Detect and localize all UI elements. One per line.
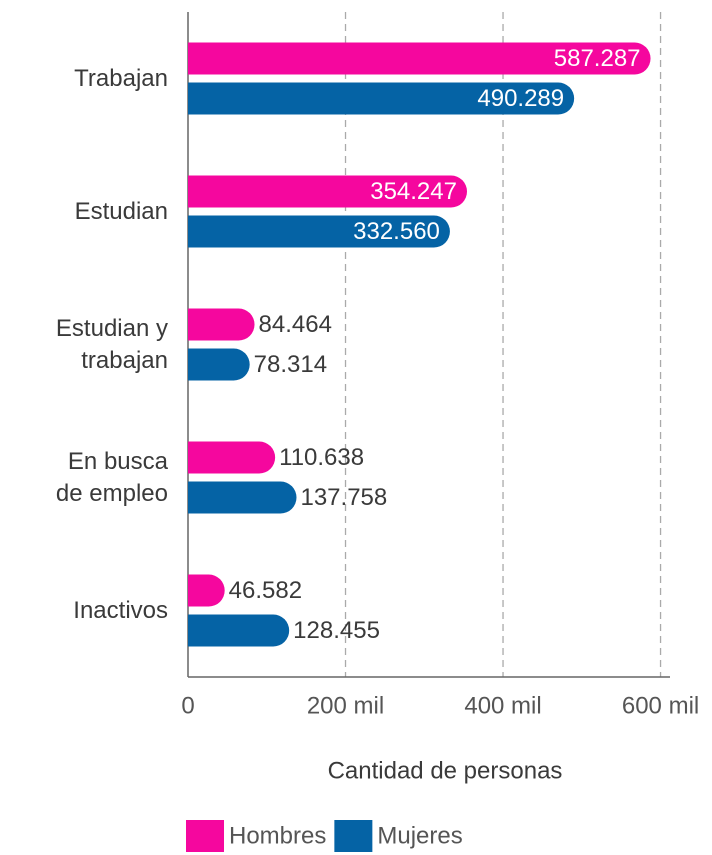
x-tick-label: 200 mil bbox=[307, 692, 384, 719]
data-label: 84.464 bbox=[259, 311, 332, 338]
bar bbox=[188, 481, 297, 514]
data-label: 490.289 bbox=[477, 85, 564, 112]
bar bbox=[188, 308, 255, 341]
data-label: 110.638 bbox=[279, 444, 364, 471]
bar bbox=[188, 441, 276, 474]
bar bbox=[188, 348, 250, 381]
data-label: 78.314 bbox=[254, 351, 327, 378]
bar bbox=[188, 614, 290, 647]
y-tick-label: En busca de empleo bbox=[55, 447, 168, 507]
legend-swatch bbox=[186, 820, 224, 852]
data-label: 332.560 bbox=[353, 218, 440, 245]
y-tick-label: Inactivos bbox=[73, 596, 168, 624]
bar bbox=[188, 42, 651, 75]
data-label: 354.247 bbox=[370, 178, 457, 205]
data-label: 128.455 bbox=[293, 617, 380, 644]
legend-label: Mujeres bbox=[377, 822, 462, 849]
legend-label: Hombres bbox=[229, 822, 326, 849]
x-axis-title: Cantidad de personas bbox=[328, 757, 563, 784]
bar bbox=[188, 82, 575, 115]
x-tick-label: 0 bbox=[181, 692, 194, 719]
y-tick-label: Estudian y trabajan bbox=[55, 314, 168, 374]
x-tick-label: 400 mil bbox=[464, 692, 541, 719]
y-tick-label: Estudian bbox=[74, 197, 168, 225]
y-tick-label: Trabajan bbox=[74, 64, 168, 92]
x-tick-label: 600 mil bbox=[622, 692, 699, 719]
legend-swatch bbox=[334, 820, 373, 852]
data-label: 137.758 bbox=[300, 484, 387, 511]
data-label: 46.582 bbox=[229, 577, 302, 604]
bar bbox=[188, 574, 225, 607]
bar bbox=[188, 175, 467, 208]
bar bbox=[188, 215, 450, 248]
data-label: 587.287 bbox=[554, 45, 641, 72]
